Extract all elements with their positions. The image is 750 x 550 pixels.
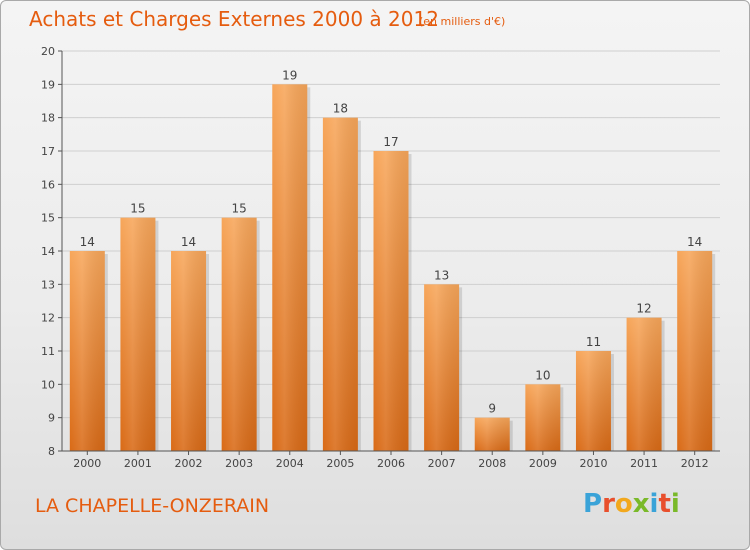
- logo-letter: i: [649, 489, 659, 519]
- y-tick-label: 9: [48, 412, 55, 425]
- x-tick-label: 2002: [175, 457, 203, 470]
- y-tick-label: 18: [41, 112, 55, 125]
- y-tick-label: 10: [41, 378, 55, 391]
- x-tick-label: 2006: [377, 457, 405, 470]
- logo-letter: i: [670, 489, 680, 519]
- y-tick-label: 20: [41, 45, 55, 58]
- bar-shine: [474, 417, 510, 451]
- y-tick-label: 14: [41, 245, 55, 258]
- bar-shine: [221, 217, 257, 451]
- x-tick-label: 2008: [478, 457, 506, 470]
- data-label: 12: [636, 302, 651, 316]
- bar-shine: [525, 384, 561, 451]
- bar-shine: [626, 317, 662, 451]
- chart-title: Achats et Charges Externes 2000 à 2012: [29, 7, 439, 31]
- bar-shine: [677, 251, 713, 451]
- x-tick-label: 2005: [326, 457, 354, 470]
- bar-shine: [373, 151, 409, 451]
- chart-subtitle: (en milliers d'€): [419, 15, 506, 28]
- bar-shine: [120, 217, 156, 451]
- data-label: 14: [181, 235, 196, 249]
- location-name: LA CHAPELLE-ONZERAIN: [35, 495, 270, 517]
- data-label: 15: [232, 202, 247, 216]
- data-label: 9: [488, 402, 496, 416]
- bar-shine: [424, 284, 460, 451]
- x-tick-label: 2003: [225, 457, 253, 470]
- y-tick-label: 17: [41, 145, 55, 158]
- data-label: 14: [687, 235, 702, 249]
- logo-letter: t: [658, 489, 671, 519]
- logo-letter: x: [632, 489, 650, 519]
- data-label: 15: [130, 202, 145, 216]
- data-label: 19: [282, 68, 297, 82]
- y-tick-label: 16: [41, 178, 55, 191]
- proxiti-logo: Proxiti: [583, 489, 680, 519]
- logo-letter: o: [614, 489, 633, 519]
- x-tick-label: 2007: [428, 457, 456, 470]
- logo-letter: P: [583, 489, 603, 519]
- y-tick-label: 12: [41, 312, 55, 325]
- y-tick-label: 19: [41, 78, 55, 91]
- y-tick-label: 11: [41, 345, 55, 358]
- x-tick-label: 2012: [681, 457, 709, 470]
- bar-shine: [272, 84, 308, 451]
- data-label: 10: [535, 368, 550, 382]
- logo-letter: r: [602, 489, 615, 519]
- y-tick-label: 8: [48, 445, 55, 458]
- data-label: 18: [333, 102, 348, 116]
- data-label: 14: [80, 235, 95, 249]
- bar-shine: [322, 117, 358, 452]
- x-tick-label: 2010: [579, 457, 607, 470]
- x-tick-label: 2009: [529, 457, 557, 470]
- x-tick-label: 2001: [124, 457, 152, 470]
- y-tick-label: 15: [41, 212, 55, 225]
- bar-shine: [575, 351, 611, 451]
- bar-shine: [69, 251, 105, 451]
- x-tick-label: 2000: [73, 457, 101, 470]
- x-tick-label: 2011: [630, 457, 658, 470]
- y-tick-label: 13: [41, 278, 55, 291]
- data-label: 11: [586, 335, 601, 349]
- bar-shine: [171, 251, 207, 451]
- data-label: 17: [383, 135, 398, 149]
- x-tick-label: 2004: [276, 457, 304, 470]
- data-label: 13: [434, 268, 449, 282]
